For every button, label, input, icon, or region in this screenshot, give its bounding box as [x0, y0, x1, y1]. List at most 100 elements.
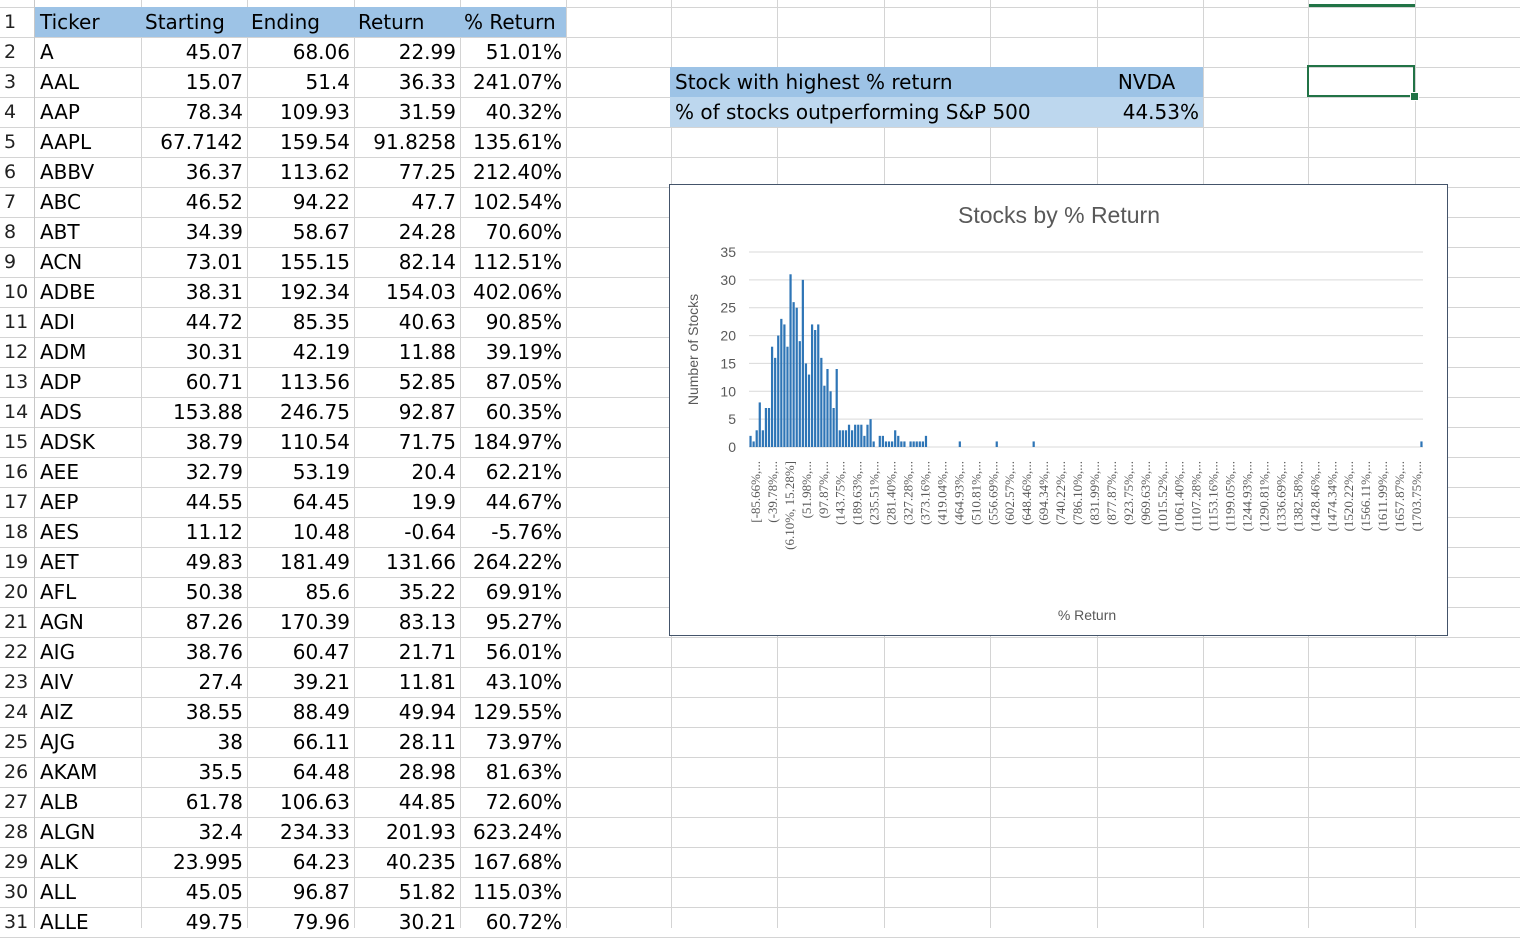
cell-ticker[interactable]: AEP: [40, 490, 79, 514]
cell-return[interactable]: 44.85: [398, 790, 456, 814]
cell-ending[interactable]: 181.49: [280, 550, 350, 574]
cell-starting[interactable]: 61.78: [185, 790, 243, 814]
cell-ending[interactable]: 51.4: [305, 70, 350, 94]
row-number[interactable]: 30: [4, 881, 29, 903]
cell-ending[interactable]: 39.21: [292, 670, 350, 694]
cell-ticker[interactable]: ADM: [40, 340, 87, 364]
cell-ending[interactable]: 109.93: [280, 100, 350, 124]
cell-ending[interactable]: 155.15: [280, 250, 350, 274]
cell-ticker[interactable]: AET: [40, 550, 79, 574]
cell-starting[interactable]: 38.76: [185, 640, 243, 664]
cell-ticker[interactable]: ALLE: [40, 910, 89, 934]
outperform-value[interactable]: 44.53%: [1122, 100, 1199, 124]
cell-ending[interactable]: 85.35: [292, 310, 350, 334]
cell-ending[interactable]: 234.33: [280, 820, 350, 844]
cell-pct-return[interactable]: 264.22%: [473, 550, 562, 574]
cell-return[interactable]: 83.13: [398, 610, 456, 634]
cell-ticker[interactable]: AJG: [40, 730, 76, 754]
row-number[interactable]: 8: [4, 221, 17, 243]
cell-ending[interactable]: 58.67: [292, 220, 350, 244]
row-number[interactable]: 21: [4, 611, 29, 633]
cell-starting[interactable]: 38.31: [185, 280, 243, 304]
cell-starting[interactable]: 49.83: [185, 550, 243, 574]
row-number[interactable]: 7: [4, 191, 17, 213]
row-number[interactable]: 23: [4, 671, 29, 693]
cell-pct-return[interactable]: 62.21%: [485, 460, 562, 484]
cell-return[interactable]: 28.98: [398, 760, 456, 784]
cell-return[interactable]: 11.88: [398, 340, 456, 364]
cell-ticker[interactable]: A: [40, 40, 54, 64]
cell-ticker[interactable]: ABC: [40, 190, 82, 214]
cell-ticker[interactable]: ALL: [40, 880, 76, 904]
cell-ticker[interactable]: AKAM: [40, 760, 98, 784]
cell-ticker[interactable]: AGN: [40, 610, 84, 634]
cell-ending[interactable]: 66.11: [292, 730, 350, 754]
cell-return[interactable]: 49.94: [398, 700, 456, 724]
header-pct-return[interactable]: % Return: [460, 7, 566, 37]
summary-row-highest[interactable]: Stock with highest % return NVDA: [670, 67, 1203, 97]
cell-ending[interactable]: 192.34: [280, 280, 350, 304]
cell-ending[interactable]: 106.63: [280, 790, 350, 814]
cell-return[interactable]: 31.59: [398, 100, 456, 124]
row-number[interactable]: 1: [4, 11, 17, 33]
cell-return[interactable]: 24.28: [398, 220, 456, 244]
cell-return[interactable]: 52.85: [398, 370, 456, 394]
cell-pct-return[interactable]: 73.97%: [485, 730, 562, 754]
cell-pct-return[interactable]: 115.03%: [473, 880, 562, 904]
cell-return[interactable]: 51.82: [398, 880, 456, 904]
cell-ticker[interactable]: ADSK: [40, 430, 95, 454]
row-number[interactable]: 11: [4, 311, 29, 333]
cell-starting[interactable]: 32.79: [185, 460, 243, 484]
cell-ending[interactable]: 246.75: [280, 400, 350, 424]
cell-pct-return[interactable]: 95.27%: [485, 610, 562, 634]
cell-starting[interactable]: 153.88: [173, 400, 243, 424]
cell-ticker[interactable]: ADS: [40, 400, 82, 424]
cell-ending[interactable]: 64.48: [292, 760, 350, 784]
row-number[interactable]: 17: [4, 491, 29, 513]
cell-pct-return[interactable]: 167.68%: [473, 850, 562, 874]
cell-ticker[interactable]: ABBV: [40, 160, 95, 184]
cell-ending[interactable]: 94.22: [292, 190, 350, 214]
cell-ticker[interactable]: AAL: [40, 70, 80, 94]
cell-return[interactable]: 154.03: [386, 280, 456, 304]
row-number[interactable]: 20: [4, 581, 29, 603]
cell-pct-return[interactable]: 44.67%: [485, 490, 562, 514]
header-starting[interactable]: Starting: [141, 7, 247, 37]
cell-starting[interactable]: 15.07: [185, 70, 243, 94]
cell-starting[interactable]: 45.07: [185, 40, 243, 64]
cell-ticker[interactable]: AAP: [40, 100, 80, 124]
cell-pct-return[interactable]: 212.40%: [473, 160, 562, 184]
cell-return[interactable]: 77.25: [398, 160, 456, 184]
cell-pct-return[interactable]: 39.19%: [485, 340, 562, 364]
cell-starting[interactable]: 45.05: [185, 880, 243, 904]
cell-starting[interactable]: 49.75: [185, 910, 243, 934]
cell-pct-return[interactable]: 43.10%: [485, 670, 562, 694]
row-number[interactable]: 5: [4, 131, 17, 153]
cell-pct-return[interactable]: 56.01%: [485, 640, 562, 664]
cell-pct-return[interactable]: 184.97%: [473, 430, 562, 454]
cell-ticker[interactable]: AEE: [40, 460, 79, 484]
summary-row-outperform[interactable]: % of stocks outperforming S&P 500 44.53%: [670, 97, 1203, 127]
fill-handle[interactable]: [1410, 92, 1419, 101]
cell-return[interactable]: 92.87: [398, 400, 456, 424]
row-number[interactable]: 24: [4, 701, 29, 723]
cell-pct-return[interactable]: 623.24%: [473, 820, 562, 844]
row-number[interactable]: 10: [4, 281, 29, 303]
row-number[interactable]: 4: [4, 101, 17, 123]
cell-return[interactable]: 201.93: [386, 820, 456, 844]
cell-starting[interactable]: 44.55: [185, 490, 243, 514]
cell-pct-return[interactable]: 87.05%: [485, 370, 562, 394]
cell-pct-return[interactable]: 69.91%: [485, 580, 562, 604]
cell-starting[interactable]: 23.995: [173, 850, 243, 874]
cell-starting[interactable]: 38: [217, 730, 243, 754]
cell-starting[interactable]: 38.79: [185, 430, 243, 454]
cell-ticker[interactable]: ADI: [40, 310, 75, 334]
cell-pct-return[interactable]: 81.63%: [485, 760, 562, 784]
cell-ticker[interactable]: AIV: [40, 670, 74, 694]
cell-starting[interactable]: 44.72: [185, 310, 243, 334]
cell-return[interactable]: 47.7: [411, 190, 456, 214]
cell-starting[interactable]: 36.37: [185, 160, 243, 184]
cell-ticker[interactable]: AIZ: [40, 700, 74, 724]
cell-return[interactable]: 19.9: [411, 490, 456, 514]
cell-ending[interactable]: 60.47: [292, 640, 350, 664]
